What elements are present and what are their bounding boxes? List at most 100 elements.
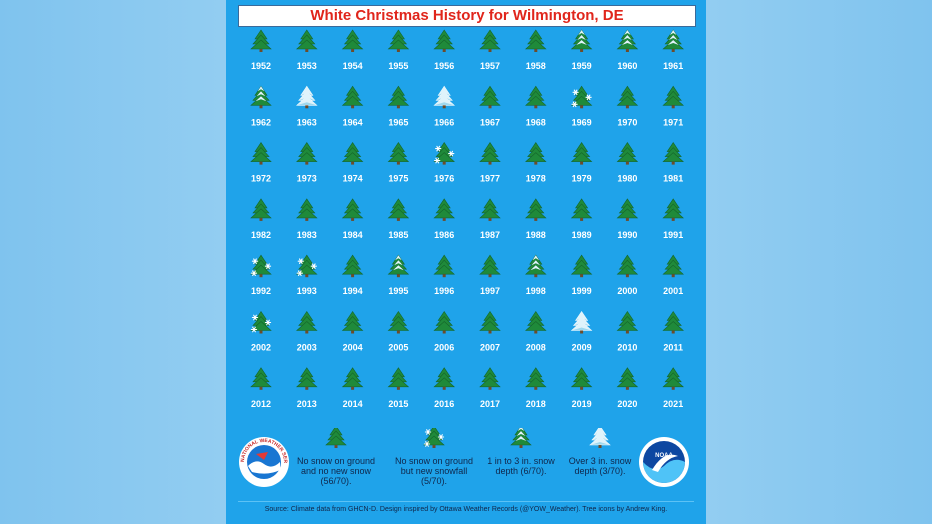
legend-label: No snow on ground but new snowfall (5/70… [394,456,474,486]
green-tree-icon [433,198,455,221]
year-label: 1960 [617,61,637,71]
year-label: 2002 [251,343,271,353]
snow-dusted-tree-icon [662,29,684,52]
year-label: 2001 [663,286,683,296]
year-label: 1959 [572,61,592,71]
tree-with-snowflakes-icon [250,310,272,334]
year-label: 2012 [251,399,271,409]
year-label: 1954 [343,61,363,71]
year-label: 1981 [663,174,683,184]
green-tree-icon [570,254,593,278]
green-tree-icon [479,367,501,390]
year-label: 2021 [663,399,683,409]
snow-dusted-tree-icon [525,254,547,278]
year-label: 2017 [480,399,500,409]
year-label: 1987 [480,230,500,240]
green-tree-icon [341,142,364,165]
snow-dusted-tree-icon [387,254,410,278]
green-tree-icon [296,29,318,52]
year-label: 1964 [343,117,363,127]
green-tree-icon [525,198,547,221]
tree-with-snowflakes-icon [250,254,272,278]
year-label: 1974 [343,174,363,184]
legend-label: No snow on ground and no new snow (56/70… [296,456,376,486]
snow-covered-tree-icon [433,85,455,109]
year-label: 1967 [480,117,500,127]
year-label: 2000 [617,286,637,296]
green-tree-icon [479,254,501,278]
year-label: 1975 [388,174,408,184]
year-label: 1985 [388,230,408,240]
green-tree-icon [250,367,272,390]
year-label: 1963 [297,117,317,127]
green-tree-icon [616,198,639,221]
green-tree-icon [250,198,272,221]
year-label: 1992 [251,286,271,296]
year-label: 1955 [388,61,408,71]
source-note: Source: Climate data from GHCN-D. Design… [264,506,668,513]
snow-dusted-tree-icon [250,85,272,109]
year-label: 1976 [434,174,454,184]
green-tree-icon [616,254,639,278]
year-label: 2016 [434,399,454,409]
green-tree-icon [433,367,455,390]
green-tree-icon [525,367,547,390]
green-tree-icon [616,142,639,165]
year-label: 1989 [572,230,592,240]
year-label: 1991 [663,230,683,240]
year-label: 2020 [617,399,637,409]
year-label: 1969 [572,117,592,127]
year-label: 2015 [388,399,408,409]
green-tree-icon [433,254,455,278]
year-label: 2013 [297,399,317,409]
year-label: 1965 [388,117,408,127]
year-label: 1986 [434,230,454,240]
year-label: 1972 [251,174,271,184]
legend-item-depth_1_3: 1 in to 3 in. snow depth (6/70). [479,428,563,476]
green-tree-icon [250,29,272,52]
green-tree-icon [662,198,684,221]
year-label: 1956 [434,61,454,71]
year-label: 1971 [663,117,683,127]
green-tree-icon [387,310,410,334]
year-label: 1996 [434,286,454,296]
year-label: 2007 [480,343,500,353]
year-label: 1979 [572,174,592,184]
tree-with-snowflakes-icon [570,85,593,109]
year-label: 1990 [617,230,637,240]
green-tree-icon [662,142,684,165]
year-label: 2010 [617,343,637,353]
green-tree-icon [525,142,547,165]
year-label: 1962 [251,117,271,127]
green-tree-icon [479,29,501,52]
legend-item-depth_over_3: Over 3 in. snow depth (3/70). [558,428,642,476]
green-tree-icon [570,367,593,390]
year-label: 1952 [251,61,271,71]
green-tree-icon [296,310,318,334]
green-tree-icon [525,29,547,52]
year-label: 1966 [434,117,454,127]
green-tree-icon [341,198,364,221]
year-label: 2014 [343,399,363,409]
year-label: 1973 [297,174,317,184]
green-tree-icon [387,367,410,390]
year-label: 2003 [297,343,317,353]
nws-logo: NATIONAL WEATHER SERVICE [236,432,290,488]
year-label: 1994 [343,286,363,296]
year-label: 1993 [297,286,317,296]
legend-label: 1 in to 3 in. snow depth (6/70). [487,456,555,476]
year-grid: 1952 1953 1954 1955 1956 1957 1958 1959 1960 1961… [250,29,684,409]
legend-item-none: No snow on ground and no new snow (56/70… [294,428,378,486]
legend-item-new_snow: No snow on ground but new snowfall (5/70… [392,428,476,486]
green-tree-icon [341,29,364,52]
chart-panel: White Christmas History for Wilmington, … [226,0,706,524]
year-label: 1968 [526,117,546,127]
green-tree-icon [325,428,347,448]
green-tree-icon [479,310,501,334]
green-tree-icon [662,254,684,278]
year-label: 1961 [663,61,683,71]
green-tree-icon [525,310,547,334]
green-tree-icon [570,198,593,221]
year-label: 1999 [572,286,592,296]
snow-covered-tree-icon [570,310,593,334]
